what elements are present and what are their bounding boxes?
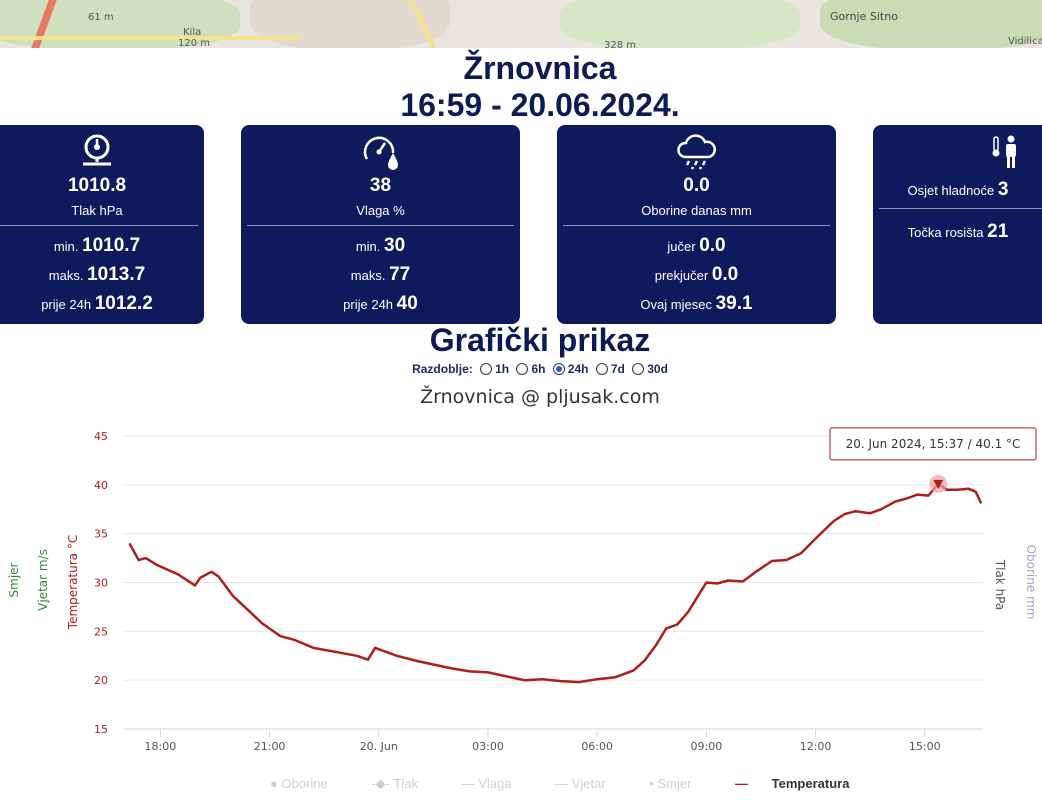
station-name: Žrnovnica: [463, 50, 617, 86]
rain-yesterday: jučer 0.0: [667, 235, 726, 256]
pressure-label: Tlak hPa: [71, 203, 123, 218]
legend-item-wind[interactable]: — Vjetar: [555, 776, 606, 791]
map-label: 120 m: [178, 38, 211, 48]
map-label: Kila: [183, 27, 202, 38]
period-option[interactable]: 1h: [495, 362, 510, 376]
x-tick-label: 06:00: [581, 740, 613, 753]
chart-legend: ● Oborine -◆- Tlak — Vlaga — Vjetar • Sm…: [270, 776, 889, 792]
legend-item-rain[interactable]: ● Oborine: [270, 776, 328, 791]
temperature-chart[interactable]: 15 20 25 30 35 40 45 18:00 21:00 20. Jun 03:00 06:…: [0, 420, 1042, 770]
legend-item-temperature[interactable]: — Temperatura: [735, 776, 850, 791]
divider: [0, 225, 198, 226]
legend-item-direction[interactable]: • Smjer: [649, 776, 692, 791]
axis-label-pressure: Tlak hPa: [993, 559, 1007, 610]
tooltip-text: 20. Jun 2024, 15:37 / 40.1 °C: [846, 437, 1021, 451]
x-tick-label: 15:00: [909, 740, 941, 753]
humidity-gauge-icon: [241, 133, 520, 170]
x-tick-label: 12:00: [800, 740, 832, 753]
humidity-min: min. 30: [355, 235, 406, 256]
divider: [879, 208, 1042, 209]
humidity-label: Vlaga %: [356, 203, 405, 218]
period-radio-24h[interactable]: [552, 363, 565, 375]
map-label: 328 m: [604, 40, 637, 48]
x-axis-ticks: 18:00 21:00 20. Jun 03:00 06:00 09:00 12:00 15:…: [145, 729, 941, 753]
map-label: 61 m: [88, 12, 114, 23]
period-radio-7d[interactable]: [595, 363, 608, 375]
period-option[interactable]: 24h: [567, 362, 589, 376]
humidity-card: 38 Vlaga % min. 30 maks. 77 prije 24h 40: [241, 125, 520, 324]
y-tick-label: 15: [94, 723, 108, 736]
x-tick-label: 20. Jun: [360, 740, 398, 753]
x-tick-label: 03:00: [472, 740, 504, 753]
x-tick-label: 18:00: [145, 740, 177, 753]
update-datetime: 16:59 - 20.06.2024.: [400, 87, 680, 123]
y-tick-label: 25: [94, 625, 108, 638]
section-title: Grafički prikaz: [429, 322, 651, 358]
legend-item-humidity[interactable]: — Vlaga: [461, 776, 512, 791]
tooltip: 20. Jun 2024, 15:37 / 40.1 °C: [829, 427, 1037, 461]
humidity-24h: prije 24h 40: [343, 293, 418, 314]
map-label: Vidilica: [1008, 36, 1042, 47]
map-label: Gornje Sitno: [830, 10, 898, 23]
rain-label: Oborine danas mm: [641, 203, 752, 218]
period-label: Razdoblje:: [412, 362, 473, 376]
axis-label-wind: Vjetar m/s: [36, 549, 50, 611]
pressure-24h: prije 24h 1012.2: [41, 293, 153, 314]
feels-like-card: Osjet hladnoće 3 Točka rosišta 21: [873, 125, 1042, 324]
grid: [124, 435, 983, 730]
temperature-series-line: [128, 482, 983, 684]
period-selector: Razdoblje: 1h 6h 24h 7d 30d: [0, 362, 1042, 376]
humidity-max: maks. 77: [350, 264, 411, 285]
period-radio-6h[interactable]: [516, 363, 529, 375]
legend-item-pressure[interactable]: -◆- Tlak: [371, 776, 418, 791]
rain-day-before: prekjučer 0.0: [654, 264, 739, 285]
rain-cloud-icon: [557, 133, 836, 170]
pressure-max: maks. 1013.7: [48, 264, 146, 285]
period-option[interactable]: 30d: [647, 362, 668, 376]
axis-label-temperature: Temperatura °C: [66, 535, 80, 630]
y-tick-label: 45: [94, 430, 108, 443]
map-strip[interactable]: 61 m Kila 120 m 328 m Gornje Sitno Vidil…: [0, 0, 1042, 48]
rain-value: 0.0: [683, 175, 710, 196]
pressure-value: 1010.8: [67, 175, 127, 196]
axis-label-rain: Oborine mm: [1024, 545, 1038, 620]
pressure-card: 1010.8 Tlak hPa min. 1010.7 maks. 1013.7…: [0, 125, 204, 324]
y-tick-label: 30: [94, 577, 108, 590]
thermometer-person-icon: [983, 133, 1027, 169]
y-tick-label: 40: [94, 479, 108, 492]
feels-like-stat: Osjet hladnoće 3: [907, 179, 1009, 200]
period-radio-1h[interactable]: [480, 363, 493, 375]
axis-label-direction: Smjer: [7, 562, 21, 597]
y-tick-label: 20: [94, 674, 108, 687]
humidity-value: 38: [369, 175, 392, 196]
divider: [247, 225, 514, 226]
y-axis-ticks: 15 20 25 30 35 40 45: [94, 430, 108, 736]
period-option[interactable]: 6h: [531, 362, 546, 376]
divider: [563, 225, 830, 226]
pressure-min: min. 1010.7: [53, 235, 141, 256]
highlight-marker: [933, 479, 944, 489]
pressure-gauge-icon: [0, 133, 204, 169]
y-tick-label: 35: [94, 528, 108, 541]
dew-point-stat: Točka rosišta 21: [907, 221, 1009, 242]
period-option[interactable]: 7d: [610, 362, 625, 376]
rain-month: Ovaj mjesec 39.1: [640, 293, 753, 314]
rain-card: 0.0 Oborine danas mm jučer 0.0 prekjučer…: [557, 125, 836, 324]
period-radio-30d[interactable]: [632, 363, 645, 375]
x-tick-label: 09:00: [691, 740, 723, 753]
chart-title: Žrnovnica @ pljusak.com: [420, 386, 660, 408]
x-tick-label: 21:00: [254, 740, 286, 753]
